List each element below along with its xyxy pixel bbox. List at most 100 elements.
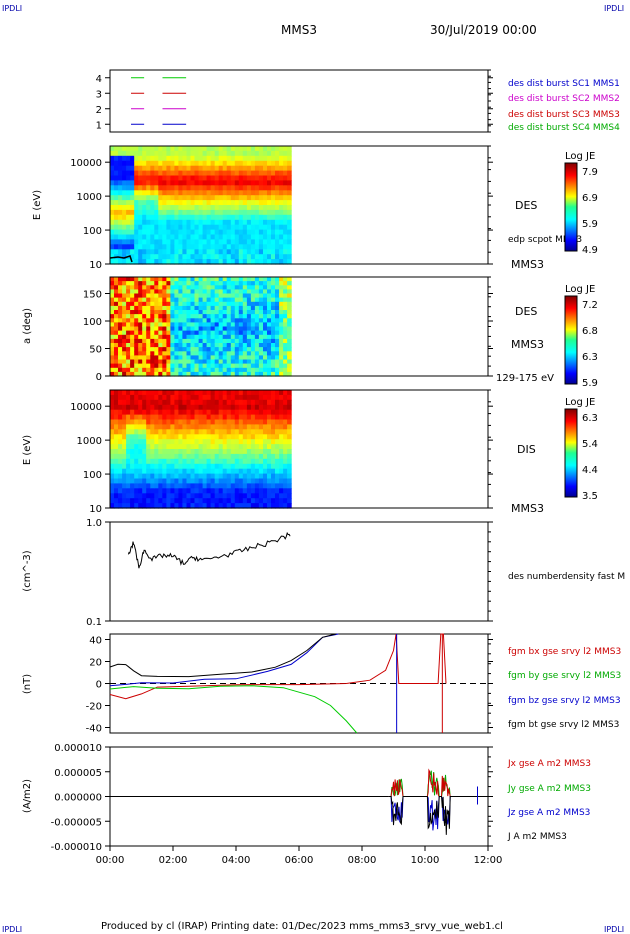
des-pitch-cell	[202, 297, 208, 303]
des-energy-cell	[258, 239, 264, 245]
des-pitch-cell	[182, 347, 187, 352]
des-pitch-cell	[146, 322, 151, 328]
des-energy-cell	[158, 155, 163, 162]
des-pitch-cell	[146, 297, 151, 303]
des-energy-cell	[218, 249, 224, 255]
dis-energy-cell	[250, 498, 256, 504]
des-energy-cell	[170, 219, 175, 226]
des-energy-cell	[206, 229, 212, 236]
des-pitch-cell	[271, 318, 276, 323]
des-energy-cell	[178, 229, 183, 236]
dis-energy-cell	[263, 424, 268, 430]
des-pitch-cell	[226, 301, 232, 307]
des-energy-cell	[146, 219, 151, 226]
dis-energy-cell	[234, 483, 240, 489]
des-pitch-cell	[182, 281, 187, 286]
dis-energy-cell	[138, 390, 143, 396]
dis-energy-cell	[138, 424, 143, 430]
dis-energy-cell	[130, 493, 135, 499]
dis-energy-cell	[130, 478, 135, 484]
des-energy-cell	[146, 214, 151, 221]
des-pitch-cell	[134, 363, 139, 369]
dis-energy-cell	[222, 483, 228, 489]
des-pitch-cell	[279, 281, 284, 286]
dis-energy-cell	[186, 503, 192, 509]
dis-energy-cell	[190, 493, 196, 499]
dis-energy-cell	[170, 414, 175, 421]
des-pitch-cell	[130, 338, 135, 344]
dis-energy-cell	[166, 498, 171, 504]
des-pitch-cell	[210, 355, 216, 361]
des-energy-cell	[279, 150, 284, 157]
des-energy-cell	[178, 190, 183, 196]
dis-energy-cell	[114, 453, 119, 460]
dis-energy-cell	[206, 458, 212, 465]
des-pitch-cell	[275, 310, 280, 315]
des-energy-cell	[258, 155, 264, 162]
des-energy-cell	[238, 155, 244, 162]
des-pitch-cell	[234, 310, 240, 315]
des-energy-cell	[110, 214, 115, 221]
des-pitch-cell	[166, 326, 171, 332]
dis-energy-cell	[194, 390, 200, 396]
dis-energy-cell	[178, 429, 183, 435]
dis-energy-cell	[263, 419, 268, 425]
des-energy-cell	[226, 150, 232, 157]
des-energy-cell	[122, 224, 127, 231]
des-energy-cell	[287, 239, 292, 245]
des-pitch-cell	[287, 297, 292, 303]
des-energy-cell	[134, 229, 139, 236]
des-pitch-cell	[122, 301, 127, 307]
xtick-label-4: 08:00	[348, 855, 377, 866]
des-pitch-cell	[186, 359, 192, 365]
dis-energy-cell	[138, 483, 143, 489]
dis-energy-cell	[279, 414, 284, 421]
dis-energy-cell	[118, 390, 123, 396]
des-pitch-cell	[226, 355, 232, 361]
des-energy-cell	[218, 190, 224, 196]
dis-energy-cell	[238, 478, 244, 484]
dis-energy-cell	[158, 419, 163, 425]
des-pitch-cell	[126, 371, 131, 377]
dis-energy-cell	[130, 453, 135, 460]
des-energy-cell	[271, 224, 276, 231]
dis-energy-cell	[174, 493, 179, 499]
dis-energy-cell	[150, 409, 155, 416]
des-pitch-cell	[254, 343, 260, 348]
des-energy-cell	[182, 160, 187, 167]
des-pitch-cell	[166, 281, 171, 286]
des-pitch-cell	[186, 326, 192, 332]
des-energy-cell	[126, 165, 131, 172]
des-pitch-cell	[138, 326, 143, 332]
des-energy-cell	[158, 209, 163, 216]
des-energy-cell	[279, 214, 284, 221]
des-energy-cell	[158, 224, 163, 231]
des-pitch-cell	[198, 293, 204, 299]
des-energy-cell	[146, 150, 151, 157]
des-pitch-cell	[210, 285, 216, 290]
des-pitch-cell	[142, 355, 147, 361]
dis-energy-cell	[190, 488, 196, 494]
des-energy-cell	[194, 170, 200, 177]
ticks-des-pa-label-0: 0	[96, 372, 102, 383]
des-pitch-cell	[118, 301, 123, 307]
des-energy-cell	[234, 234, 240, 240]
fgm-bt-trace	[109, 633, 336, 678]
des-energy-cell	[114, 185, 119, 191]
ticks-cur-label-3: 0.000005	[54, 768, 102, 779]
dis-energy-cell	[110, 404, 115, 411]
des-pitch-cell	[154, 285, 159, 290]
des-pitch-cell	[186, 371, 192, 377]
des-pitch-cell	[182, 322, 187, 328]
des-pitch-cell	[114, 326, 119, 332]
des-energy-cell	[130, 165, 135, 172]
dis-energy-cell	[174, 473, 179, 480]
des-energy-cell	[142, 160, 147, 167]
des-pitch-cell	[283, 355, 288, 361]
des-pitch-cell	[114, 355, 119, 361]
dis-energy-cell	[142, 473, 147, 480]
dis-energy-cell	[150, 419, 155, 425]
des-pitch-cell	[226, 310, 232, 315]
dis-energy-cell	[122, 429, 127, 435]
dis-energy-cell	[226, 498, 232, 504]
